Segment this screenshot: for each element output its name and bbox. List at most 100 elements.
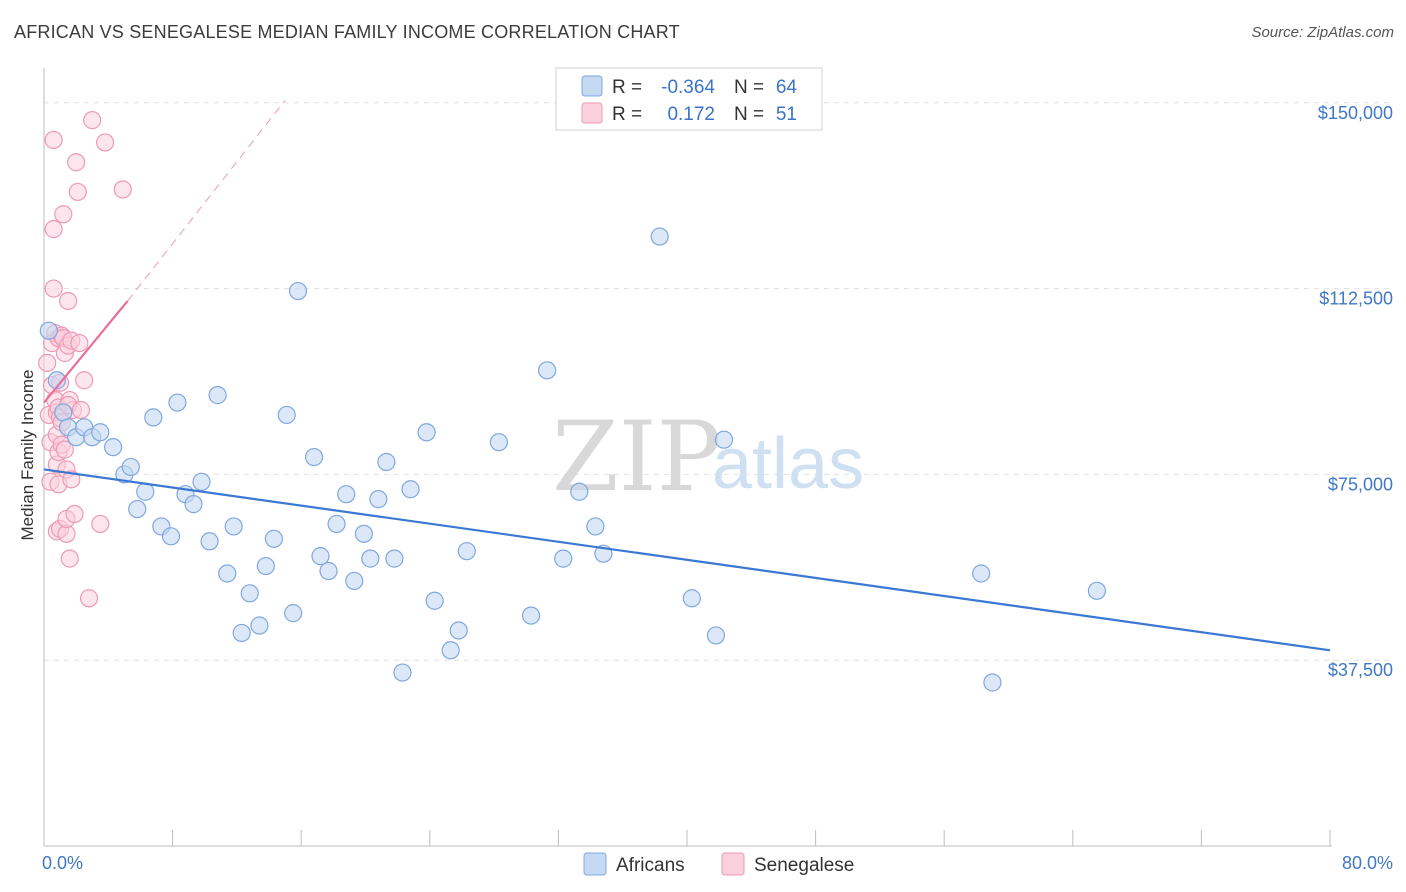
africans-point [457, 542, 476, 561]
senegalese-trend-extension [127, 99, 286, 302]
bottom-legend-swatch-africans [583, 852, 607, 876]
africans-point [224, 517, 243, 536]
africans-point [144, 408, 163, 427]
africans-point [425, 591, 444, 610]
senegalese-point [70, 333, 89, 353]
africans-point [554, 549, 573, 568]
africans-point [337, 485, 356, 504]
africans-point [136, 482, 155, 501]
africans-point [277, 405, 296, 425]
africans-point [345, 571, 364, 591]
senegalese-point [59, 291, 78, 311]
africans-point [168, 393, 187, 412]
senegalese-point [68, 182, 87, 202]
senegalese-point [95, 133, 115, 152]
senegalese-point [75, 371, 94, 390]
africans-point [288, 281, 308, 301]
africans-point [570, 482, 589, 501]
x-tick-label-max: 80.0% [1342, 853, 1393, 873]
africans-point [441, 641, 460, 660]
africans-point [91, 423, 110, 442]
bottom-legend-swatch-senegalese [721, 852, 745, 876]
senegalese-trend-line [43, 300, 129, 404]
legend-box: R = -0.364 N = 64 R = 0.172 N = 51 [555, 67, 823, 131]
senegalese-point [83, 111, 102, 130]
africans-point [256, 556, 275, 576]
legend-n-value-2: 51 [776, 104, 797, 125]
africans-point [650, 227, 669, 246]
africans-point [104, 438, 123, 457]
legend-r-label-2: R = [612, 104, 642, 125]
senegalese-point [79, 589, 99, 608]
senegalese-point [71, 400, 91, 420]
y-tick-label: $75,000 [1328, 474, 1393, 494]
y-tick-label: $112,500 [1319, 289, 1393, 309]
africans-point [586, 517, 605, 536]
africans-point [521, 606, 541, 625]
x-tick-label-min: 0.0% [42, 853, 83, 873]
africans-point [304, 447, 324, 467]
africans-point [417, 423, 436, 442]
legend-n-label-1: N = [734, 77, 764, 98]
senegalese-point [55, 440, 74, 459]
senegalese-point [60, 549, 79, 568]
africans-point [361, 549, 380, 568]
senegalese-point [44, 220, 63, 239]
africans-point [284, 604, 303, 623]
africans-point [47, 371, 66, 390]
africans-point [369, 490, 388, 509]
africans-point [714, 430, 734, 449]
senegalese-points [38, 111, 132, 608]
africans-point [393, 663, 412, 682]
africans-point [983, 673, 1002, 692]
africans-point [250, 616, 269, 635]
senegalese-point [67, 153, 86, 172]
legend-n-value-1: 64 [776, 77, 798, 98]
africans-point [311, 547, 330, 566]
senegalese-point [38, 353, 57, 373]
africans-point [682, 589, 701, 608]
africans-point [401, 480, 420, 499]
source-label: Source: ZipAtlas.com [1251, 24, 1394, 41]
y-tick-label: $37,500 [1328, 660, 1393, 680]
legend-r-label-1: R = [612, 77, 642, 98]
legend-swatch-senegalese [581, 102, 603, 124]
africans-point [128, 499, 147, 519]
legend-swatch-africans [581, 75, 603, 97]
watermark-atlas: atlas [712, 424, 864, 504]
africans-point [1087, 581, 1107, 600]
africans-point [192, 472, 211, 491]
senegalese-point [54, 205, 73, 224]
africans-point [972, 564, 991, 583]
africans-point [161, 527, 181, 546]
trend-lines [43, 99, 1331, 652]
watermark: ZIP atlas [552, 401, 864, 513]
y-axis-label: Median Family Income [18, 369, 37, 540]
africans-point [377, 452, 396, 472]
senegalese-point [113, 180, 132, 199]
africans-point [449, 621, 468, 640]
x-ticks [43, 830, 1331, 846]
africans-trend-line [43, 468, 1331, 652]
africans-point [184, 495, 203, 514]
bottom-legend-africans: Africans [616, 855, 685, 876]
bottom-legend-senegalese: Senegalese [754, 855, 854, 876]
africans-points [39, 227, 1107, 692]
bottom-legend: Africans Senegalese [583, 852, 854, 876]
legend-r-value-1: -0.364 [661, 77, 715, 98]
senegalese-point [44, 130, 63, 150]
africans-point [121, 457, 140, 477]
axes [43, 68, 1332, 847]
africans-point [489, 433, 509, 452]
africans-point [354, 524, 373, 543]
africans-point [232, 623, 251, 643]
africans-point [538, 361, 557, 380]
africans-point [264, 529, 283, 548]
senegalese-point [65, 504, 84, 524]
africans-point [39, 321, 58, 340]
legend-n-label-2: N = [734, 104, 764, 125]
legend-r-value-2: 0.172 [667, 104, 715, 125]
senegalese-point [44, 279, 63, 298]
senegalese-point [62, 470, 81, 489]
chart-title: AFRICAN VS SENEGALESE MEDIAN FAMILY INCO… [14, 22, 680, 42]
